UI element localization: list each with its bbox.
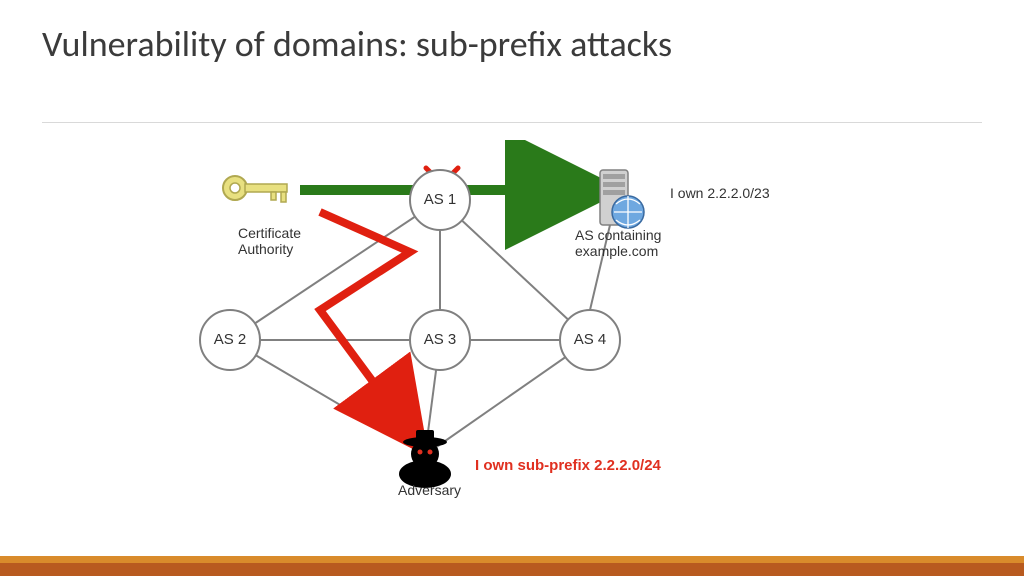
owner-claim: I own 2.2.2.0/23 xyxy=(670,185,770,201)
node-as3-label: AS 3 xyxy=(424,331,457,348)
page-title: Vulnerability of domains: sub-prefix att… xyxy=(42,24,672,65)
ascont-label-l1: AS containing xyxy=(575,227,661,243)
adversary-icon xyxy=(399,430,451,488)
node-as1: AS 1 xyxy=(410,170,470,230)
network-diagram: AS 1 AS 2 AS 3 AS 4 xyxy=(150,140,870,520)
ascont-label-l2: example.com xyxy=(575,243,658,259)
node-as3: AS 3 xyxy=(410,310,470,370)
node-as4-label: AS 4 xyxy=(574,331,607,348)
footer-accent-bar xyxy=(0,556,1024,576)
adversary-label: Adversary xyxy=(398,482,461,498)
key-icon xyxy=(223,176,287,202)
edge-as2-adv xyxy=(230,340,425,455)
node-as4: AS 4 xyxy=(560,310,620,370)
ca-label-l2: Authority xyxy=(238,241,293,257)
slide: Vulnerability of domains: sub-prefix att… xyxy=(0,0,1024,576)
adversary-claim: I own sub-prefix 2.2.2.0/24 xyxy=(475,457,662,474)
title-underline xyxy=(42,122,982,123)
server-icon xyxy=(600,170,644,228)
node-as1-label: AS 1 xyxy=(424,191,457,208)
ca-label-l1: Certificate xyxy=(238,225,301,241)
node-as2: AS 2 xyxy=(200,310,260,370)
node-as2-label: AS 2 xyxy=(214,331,247,348)
red-arrow xyxy=(320,212,410,425)
